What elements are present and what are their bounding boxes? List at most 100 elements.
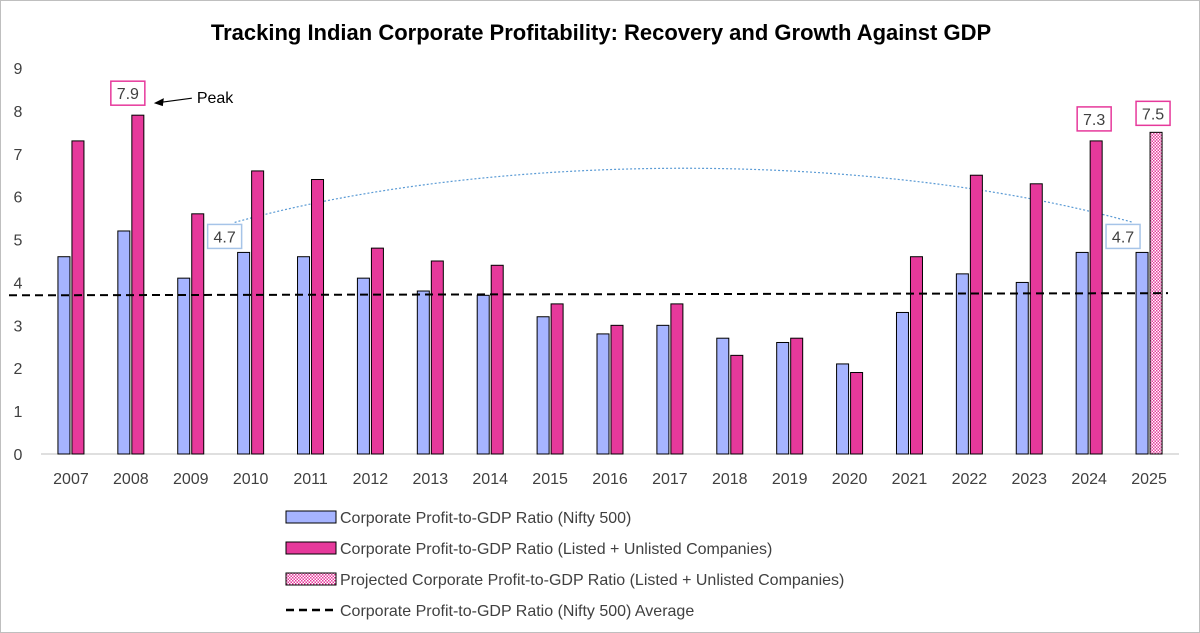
- x-tick-label: 2008: [113, 471, 149, 488]
- x-tick-label: 2018: [712, 471, 748, 488]
- bar-listed-unlisted: [131, 114, 145, 455]
- callout-box: [206, 223, 243, 250]
- x-tick-label: 2020: [832, 471, 868, 488]
- annotations-layer: 7.9 Peak 4.7 4.7 7.3 7.5: [110, 80, 1171, 250]
- x-tick-label: 2023: [1011, 471, 1047, 488]
- callout-2010: 4.7: [206, 223, 243, 250]
- bar-nifty500: [536, 316, 550, 455]
- x-tick-label: 2024: [1071, 471, 1107, 488]
- bar-nifty500: [117, 230, 131, 455]
- callout-2025: 7.5: [1135, 100, 1171, 127]
- callout-2008: 7.9: [110, 80, 146, 106]
- bar-nifty500: [416, 290, 430, 455]
- bar-listed-unlisted: [490, 264, 504, 455]
- x-tick-label: 2016: [592, 471, 628, 488]
- bar-listed-unlisted: [370, 247, 384, 455]
- peak-label: Peak: [197, 90, 234, 107]
- bar-nifty500: [476, 294, 490, 455]
- bar-listed-unlisted: [251, 170, 265, 455]
- x-tick-label: 2007: [53, 471, 89, 488]
- bar-nifty500: [297, 256, 311, 455]
- chart-title: Tracking Indian Corporate Profitability:…: [211, 20, 991, 45]
- x-tick-label: 2019: [772, 471, 808, 488]
- bar-listed-unlisted: [191, 213, 205, 455]
- legend-label: Corporate Profit-to-GDP Ratio (Listed + …: [340, 541, 772, 558]
- callout-2025: 4.7: [1105, 223, 1141, 250]
- x-tick-label: 2011: [293, 471, 328, 488]
- bar-nifty500: [716, 337, 730, 455]
- y-tick-label: 8: [14, 104, 23, 121]
- bar-nifty500: [776, 341, 790, 455]
- x-tick-label: 2013: [413, 471, 449, 488]
- callout-2024: 7.3: [1076, 106, 1112, 132]
- connector-arc: [234, 167, 1134, 223]
- bar-nifty500: [656, 324, 670, 455]
- bar-nifty500: [895, 311, 909, 455]
- y-tick-label: 3: [14, 318, 23, 335]
- bar-listed-unlisted: [730, 354, 744, 455]
- bar-listed-unlisted: [850, 372, 864, 455]
- bar-nifty500: [57, 256, 71, 455]
- legend-item: Projected Corporate Profit-to-GDP Ratio …: [285, 572, 844, 589]
- bar-listed-unlisted: [610, 324, 624, 455]
- x-tick-label: 2015: [532, 471, 568, 488]
- callout-value: 7.5: [1142, 106, 1164, 123]
- callout-value: 7.3: [1083, 112, 1105, 129]
- x-tick-label: 2021: [892, 471, 928, 488]
- y-tick-label: 5: [14, 233, 23, 250]
- bar-listed-unlisted: [71, 140, 85, 455]
- bar-listed-unlisted: [670, 303, 684, 455]
- y-tick-label: 6: [14, 190, 23, 207]
- bar-listed-unlisted: [909, 256, 923, 455]
- bar-listed-unlisted: [550, 303, 564, 455]
- bar-listed-unlisted: [1089, 140, 1103, 455]
- legend-item: Corporate Profit-to-GDP Ratio (Nifty 500…: [285, 510, 631, 527]
- callout-value: 7.9: [117, 86, 139, 103]
- legend-swatch: [285, 541, 337, 555]
- x-tick-label: 2012: [353, 471, 389, 488]
- bar-listed-unlisted: [1029, 183, 1043, 455]
- x-tick-label: 2017: [652, 471, 688, 488]
- y-tick-label: 4: [14, 275, 23, 292]
- legend-swatch: [285, 572, 337, 586]
- callout-box: [1105, 223, 1141, 250]
- legend-label: Projected Corporate Profit-to-GDP Ratio …: [340, 572, 844, 589]
- y-axis-ticks: 0 1 2 3 4 5 6 7 8 9: [14, 61, 23, 464]
- x-tick-label: 2025: [1131, 471, 1167, 488]
- legend: Corporate Profit-to-GDP Ratio (Nifty 500…: [285, 510, 844, 620]
- callout-value: 4.7: [1112, 229, 1134, 246]
- bar-nifty500: [596, 333, 610, 455]
- average-line-layer: [8, 292, 1169, 297]
- legend-label: Corporate Profit-to-GDP Ratio (Nifty 500…: [340, 603, 694, 620]
- callout-value: 4.7: [214, 229, 236, 246]
- bar-nifty500: [955, 273, 969, 455]
- bar-nifty500: [237, 251, 251, 455]
- bar-listed-unlisted: [790, 337, 804, 455]
- y-tick-label: 7: [14, 147, 23, 164]
- bars-layer: [57, 114, 1163, 455]
- x-tick-label: 2022: [952, 471, 988, 488]
- legend-item: Corporate Profit-to-GDP Ratio (Listed + …: [285, 541, 772, 558]
- bar-nifty500: [356, 277, 370, 455]
- x-tick-label: 2014: [472, 471, 508, 488]
- legend-swatch: [285, 510, 337, 524]
- bar-listed-unlisted: [311, 179, 325, 455]
- legend-label: Corporate Profit-to-GDP Ratio (Nifty 500…: [340, 510, 631, 527]
- bar-nifty500: [177, 277, 191, 455]
- x-axis-ticks: 2007 2008 2009 2010 2011 2012 2013 2014 2015 2016…: [53, 471, 1167, 488]
- y-tick-label: 1: [14, 404, 23, 421]
- arrow-line: [161, 97, 192, 103]
- bar-listed-unlisted: [430, 260, 444, 455]
- average-line: [8, 292, 1169, 297]
- y-tick-label: 2: [14, 361, 23, 378]
- x-tick-label: 2009: [173, 471, 209, 488]
- bar-nifty500: [1135, 251, 1149, 455]
- y-tick-label: 0: [14, 447, 23, 464]
- callout-box: [1076, 106, 1112, 132]
- bar-nifty500: [1015, 281, 1029, 455]
- legend-item: Corporate Profit-to-GDP Ratio (Nifty 500…: [286, 603, 694, 620]
- arrow-head: [153, 98, 164, 107]
- callout-box: [1135, 100, 1171, 127]
- y-tick-label: 9: [14, 61, 23, 78]
